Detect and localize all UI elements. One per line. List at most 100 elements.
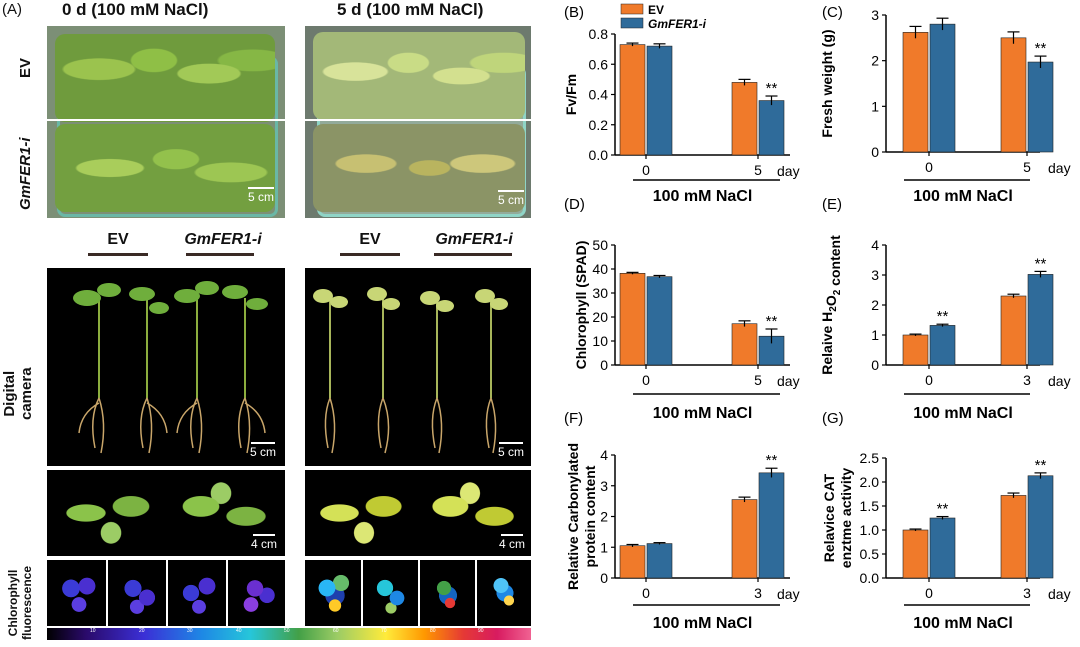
treatment-label: 100 mM NaCl xyxy=(653,615,753,632)
group-underline xyxy=(340,253,400,256)
fluorescence-images-5d xyxy=(305,560,531,626)
y-tick-label: 1 xyxy=(871,327,879,343)
bar xyxy=(929,517,956,579)
x-tick-label: 0 xyxy=(642,162,650,178)
scale-bar-tray-5d: 5 cm xyxy=(493,190,529,207)
treatment-label: 100 mM NaCl xyxy=(653,188,753,205)
legend-swatch xyxy=(620,17,644,29)
significance-marker: ** xyxy=(766,313,778,330)
chart-g: (G) 0.0 0.5 1.0 1.5 2.0 2.5 ** ** 0 3 day 100 mM NaC… xyxy=(821,410,1071,632)
bar xyxy=(758,100,785,156)
group-label-gmfer-0d: GmFER1-i xyxy=(184,231,262,248)
panel-letter: (D) xyxy=(564,196,585,213)
bar xyxy=(1000,495,1027,579)
y-tick-label: 50 xyxy=(592,237,608,253)
treatment-label: 100 mM NaCl xyxy=(913,615,1013,632)
tray-photo-5d: 5 cm xyxy=(305,26,531,218)
colorbar-tick: 30 xyxy=(187,628,193,634)
bar xyxy=(646,276,673,366)
y-tick-label: 2.5 xyxy=(860,450,880,466)
chart-c: (C) 0 1 2 3 ** 0 5 day 100 mM NaCl Fresh weight (g… xyxy=(819,4,1071,205)
x-tick-label: 0 xyxy=(925,159,933,175)
x-tick-label: 5 xyxy=(754,162,762,178)
bar xyxy=(619,273,646,366)
y-tick-label: 2 xyxy=(600,509,608,525)
panel-letter: (B) xyxy=(564,4,584,21)
bar xyxy=(1000,37,1027,153)
legend-swatch xyxy=(620,3,644,15)
y-tick-label: 0.5 xyxy=(860,546,880,562)
legend-label: EV xyxy=(648,3,664,17)
colorbar-tick: 50 xyxy=(284,628,290,634)
y-axis-label-part: 2 xyxy=(828,306,839,312)
bar xyxy=(902,529,929,579)
y-tick-label: 30 xyxy=(592,285,608,301)
colorbar-tick: 80 xyxy=(430,628,436,634)
colorbar-tick: 70 xyxy=(381,628,387,634)
significance-marker: ** xyxy=(1035,40,1047,57)
tray-photo-0d: 5 cm xyxy=(47,26,285,218)
y-axis-label-part: 2 xyxy=(832,289,843,295)
significance-marker: ** xyxy=(937,501,949,518)
chart-b: (B) 0.0 0.2 0.4 0.6 0.8 ** 0 5 day 100 mM NaCl Fv/F… xyxy=(563,3,800,205)
x-unit-label: day xyxy=(777,586,800,602)
colorbar-tick: 40 xyxy=(236,628,242,634)
y-tick-label: 4 xyxy=(871,237,879,253)
group-underline xyxy=(434,253,512,256)
bar xyxy=(929,325,956,366)
x-tick-label: 0 xyxy=(925,372,933,388)
bar xyxy=(1000,295,1027,366)
y-axis-label-part: Relaive H xyxy=(819,312,835,375)
bar xyxy=(929,23,956,153)
x-tick-label: 3 xyxy=(1023,372,1031,388)
x-unit-label: day xyxy=(777,373,800,389)
group-underline xyxy=(88,253,148,256)
y-tick-label: 0.0 xyxy=(860,570,880,586)
y-tick-label: 2 xyxy=(871,297,879,313)
colorbar-tick: 10 xyxy=(90,628,96,634)
scale-bar-tray-0d: 5 cm xyxy=(243,187,279,204)
colorbar-ticks: 10 20 30 40 50 60 70 80 90 xyxy=(47,628,531,634)
fluorescence-images-0d xyxy=(47,560,285,626)
colorbar-tick: 20 xyxy=(139,628,145,634)
panel-letter: (G) xyxy=(822,410,844,427)
bar xyxy=(731,499,758,579)
y-axis-label: Relavice CATenztme activity xyxy=(821,468,854,569)
y-tick-label: 4 xyxy=(600,447,608,463)
significance-marker: ** xyxy=(1035,255,1047,272)
bar xyxy=(902,32,929,153)
significance-marker: ** xyxy=(766,80,778,97)
group-label-ev-5d: EV xyxy=(359,231,381,248)
y-axis-label-line: enztme activity xyxy=(838,468,854,569)
top-view-photo-0d: 4 cm xyxy=(47,470,285,556)
whole-plants-photo-0d: 5 cm xyxy=(47,268,285,466)
x-tick-label: 3 xyxy=(754,585,762,601)
panel-letter: (F) xyxy=(564,410,583,427)
chart-d: (D) 0 10 20 30 40 50 ** 0 5 day 100 mM NaCl Chloroph… xyxy=(564,196,800,422)
panel-a-letter: (A) xyxy=(2,1,22,18)
y-tick-label: 0 xyxy=(871,357,879,373)
treatment-label: 100 mM NaCl xyxy=(913,405,1013,422)
x-tick-label: 0 xyxy=(925,585,933,601)
y-tick-label: 3 xyxy=(871,267,879,283)
bar xyxy=(758,472,785,579)
y-tick-label: 0 xyxy=(871,144,879,160)
y-axis-label: Chlorophyll (SPAD) xyxy=(573,241,589,370)
y-tick-label: 0 xyxy=(600,570,608,586)
x-unit-label: day xyxy=(777,163,800,179)
bar xyxy=(619,44,646,156)
y-axis-label-line: protein content xyxy=(582,465,598,567)
panel-letter: (C) xyxy=(822,4,843,21)
x-unit-label: day xyxy=(1048,373,1071,389)
bar xyxy=(1027,274,1054,366)
y-axis-label-line: Relavice CAT xyxy=(821,473,837,562)
chart-f: (F) 0 1 2 3 4 ** 0 3 day 100 mM NaCl Relative Carbo… xyxy=(564,410,800,632)
y-tick-label: 0.2 xyxy=(589,117,609,133)
top-view-photo-5d: 4 cm xyxy=(305,470,531,556)
y-tick-label: 40 xyxy=(592,261,608,277)
y-axis-label: Fresh weight (g) xyxy=(819,29,835,137)
y-tick-label: 3 xyxy=(871,7,879,23)
bar xyxy=(731,323,758,366)
